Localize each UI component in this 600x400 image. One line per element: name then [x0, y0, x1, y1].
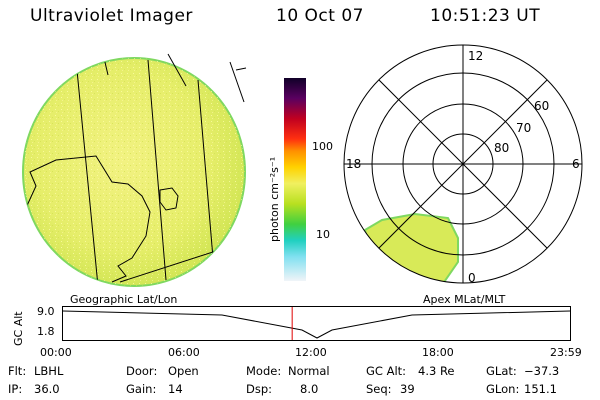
gcalt-value: 4.3 Re: [418, 364, 455, 378]
glat-value: −37.3: [524, 364, 560, 378]
mlt-label-6: 6: [572, 157, 580, 171]
altitude-tick-low: 1.8: [37, 325, 55, 338]
glon-value: 151.1: [524, 382, 557, 396]
time-tick-0600: 06:00: [168, 346, 200, 359]
intensity-colorbar: [284, 78, 306, 281]
seq-label: Seq:: [366, 382, 392, 396]
colorbar-tick-10: 10: [316, 228, 330, 241]
apex-label: Apex MLat/MLT: [423, 293, 506, 306]
mode-value: Normal: [288, 364, 330, 378]
flt-value: LBHL: [34, 364, 64, 378]
time-tick-2359: 23:59: [550, 346, 582, 359]
coastline: [24, 155, 151, 283]
geographic-uv-image: [22, 53, 247, 287]
time-tick-1200: 12:00: [295, 346, 327, 359]
colorbar-unit-label: photon cm⁻²s⁻¹: [268, 156, 281, 242]
instrument-title: Ultraviolet Imager: [30, 6, 193, 26]
gain-label: Gain:: [126, 382, 157, 396]
glon-label: GLon:: [486, 382, 520, 396]
door-label: Door:: [126, 364, 158, 378]
gcalt-label: GC Alt:: [366, 364, 407, 378]
meridian-line: [197, 79, 215, 271]
ip-label: IP:: [8, 382, 23, 396]
image-time: 10:51:23 UT: [430, 6, 541, 26]
dsp-label: Dsp:: [246, 382, 273, 396]
polar-mlt-plot: 12 18 6 0 60 70 80: [343, 44, 583, 285]
lat-label-80: 80: [494, 141, 509, 155]
altitude-orbit-plot: [62, 306, 571, 341]
island-outline: [159, 187, 179, 211]
time-tick-1800: 18:00: [422, 346, 454, 359]
altitude-curve: [62, 310, 571, 339]
mlt-label-18: 18: [346, 157, 361, 171]
geographic-label: Geographic Lat/Lon: [70, 293, 178, 306]
gain-value: 14: [168, 382, 183, 396]
mlt-label-0: 0: [468, 271, 476, 285]
mode-label: Mode:: [246, 364, 282, 378]
meridian-line: [147, 59, 167, 281]
lat-label-60: 60: [534, 99, 549, 113]
altitude-axis-title: GC Alt: [12, 311, 25, 346]
colorbar-tick-100: 100: [312, 140, 333, 153]
altitude-tick-high: 9.0: [37, 305, 55, 318]
flt-label: Flt:: [8, 364, 27, 378]
time-tick-0000: 00:00: [40, 346, 72, 359]
meridian-line: [75, 59, 99, 286]
seq-value: 39: [400, 382, 415, 396]
door-value: Open: [168, 364, 199, 378]
lat-label-70: 70: [516, 121, 531, 135]
ip-value: 36.0: [34, 382, 60, 396]
auroral-oval-region: [363, 212, 459, 283]
image-date: 10 Oct 07: [276, 6, 364, 26]
glat-label: GLat:: [486, 364, 517, 378]
dsp-value: 8.0: [300, 382, 319, 396]
mlt-label-12: 12: [468, 49, 483, 63]
